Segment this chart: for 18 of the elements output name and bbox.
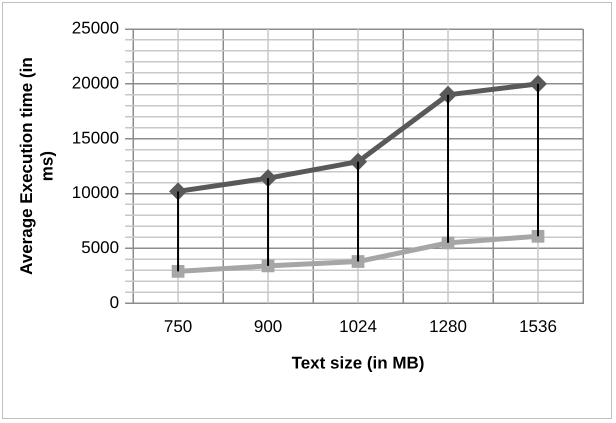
y-tick-label: 10000: [72, 183, 120, 202]
point: [352, 255, 364, 268]
y-tick-label: 5000: [81, 238, 120, 258]
x-tick-label: 900: [254, 317, 282, 336]
y-tick-label: 25000: [72, 18, 120, 38]
x-tick-label: 750: [164, 317, 192, 336]
y-tick-label: 20000: [72, 74, 120, 93]
point: [442, 236, 454, 250]
point: [172, 265, 184, 278]
y-axis-title: Average Execution time (in ms): [16, 57, 56, 275]
y-tick-label: 0: [110, 292, 120, 312]
y-tick-label: 15000: [72, 128, 120, 148]
x-tick-label: 1280: [429, 317, 467, 336]
x-axis-title: Text size (in MB): [292, 353, 424, 372]
point: [532, 230, 544, 243]
x-tick-label: 1536: [519, 317, 557, 336]
point: [262, 260, 274, 272]
x-tick-label: 1024: [339, 317, 377, 336]
